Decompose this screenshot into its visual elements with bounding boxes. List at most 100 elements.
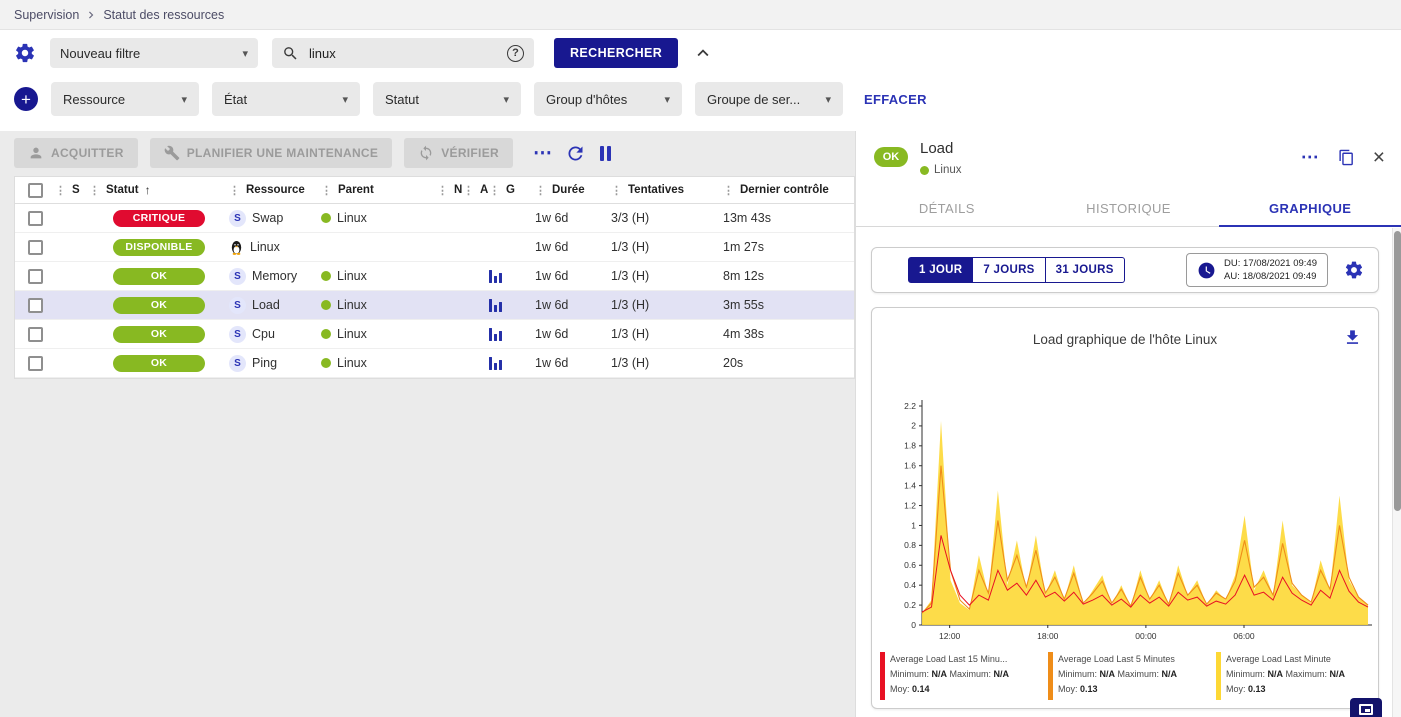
table-row[interactable]: OK S Load Linux 1w 6d 1/3 (H) 3m 55s <box>15 291 854 320</box>
scrollbar[interactable] <box>1392 228 1401 717</box>
range-button-31-jours[interactable]: 31 JOURS <box>1045 257 1125 283</box>
legend-item[interactable]: Average Load Last 15 Minu... Minimum: N/A… <box>880 652 1042 700</box>
drag-handle-icon[interactable]: ⋮ <box>463 184 474 197</box>
range-button-7-jours[interactable]: 7 JOURS <box>973 257 1046 283</box>
date-to: AU: 18/08/2021 09:49 <box>1224 271 1317 282</box>
duration-cell: 1w 6d <box>535 240 569 254</box>
range-button-1-jour[interactable]: 1 JOUR <box>908 257 974 283</box>
scrollbar-thumb[interactable] <box>1394 231 1401 511</box>
drag-handle-icon[interactable]: ⋮ <box>489 184 500 197</box>
table-row[interactable]: DISPONIBLE Linux 1w 6d 1/3 (H) 1m 27s <box>15 233 854 262</box>
drag-handle-icon[interactable]: ⋮ <box>321 184 332 197</box>
drag-handle-icon[interactable]: ⋮ <box>89 184 100 197</box>
acknowledge-button[interactable]: ACQUITTER <box>14 138 138 168</box>
parent-cell[interactable]: Linux <box>321 291 437 319</box>
more-actions-icon[interactable]: ⋯ <box>532 142 553 164</box>
legend-minmax: Minimum: N/A Maximum: N/A <box>1058 668 1178 679</box>
parent-cell[interactable] <box>321 233 437 261</box>
search-box[interactable]: ? <box>272 38 534 68</box>
tab-graphique[interactable]: GRAPHIQUE <box>1219 191 1401 227</box>
column-header-tentatives[interactable]: ⋮ Tentatives <box>611 184 685 197</box>
table-row[interactable]: OK S Cpu Linux 1w 6d 1/3 (H) 4m 38s <box>15 320 854 349</box>
table-row[interactable]: OK S Memory Linux 1w 6d 1/3 (H) 8m 12s <box>15 262 854 291</box>
row-checkbox[interactable] <box>27 268 43 284</box>
column-header-parent[interactable]: ⋮ Parent <box>321 184 374 197</box>
drag-handle-icon[interactable]: ⋮ <box>437 184 448 197</box>
tab-historique[interactable]: HISTORIQUE <box>1086 201 1171 216</box>
row-checkbox[interactable] <box>27 326 43 342</box>
column-header-s[interactable]: ⋮ S <box>55 184 80 197</box>
download-icon[interactable] <box>1343 328 1362 347</box>
search-button[interactable]: RECHERCHER <box>554 38 679 68</box>
breadcrumb-current[interactable]: Statut des ressources <box>103 7 225 22</box>
clear-filters-button[interactable]: EFFACER <box>864 91 927 107</box>
detail-more-icon[interactable]: ⋯ <box>1300 147 1320 167</box>
filters-gear-icon[interactable] <box>14 42 36 64</box>
row-checkbox[interactable] <box>27 297 43 313</box>
graph-icon[interactable] <box>489 356 502 370</box>
help-icon[interactable]: ? <box>507 44 524 62</box>
svg-text:1.8: 1.8 <box>904 441 916 451</box>
select-all-checkbox[interactable] <box>27 182 43 198</box>
tab-d-tails[interactable]: DÉTAILS <box>918 201 975 216</box>
legend-item[interactable]: Average Load Last Minute Minimum: N/A Max… <box>1216 652 1378 700</box>
resource-cell[interactable]: Linux <box>229 233 321 261</box>
picture-in-picture-button[interactable] <box>1350 698 1382 717</box>
graph-settings-gear-icon[interactable] <box>1344 260 1364 280</box>
tries-cell: 1/3 (H) <box>611 240 650 254</box>
row-checkbox[interactable] <box>27 210 43 226</box>
drag-handle-icon[interactable]: ⋮ <box>229 184 240 197</box>
legend-item[interactable]: Average Load Last 5 Minutes Minimum: N/A … <box>1048 652 1210 700</box>
column-header-statut[interactable]: ⋮ Statut ↑ <box>89 183 151 197</box>
parent-cell[interactable]: Linux <box>321 320 437 348</box>
status-badge: CRITIQUE <box>113 209 205 227</box>
drag-handle-icon[interactable]: ⋮ <box>535 184 546 197</box>
filter-chip-tat[interactable]: État ▾ <box>212 82 360 116</box>
column-header-a[interactable]: ⋮ A <box>463 184 489 197</box>
breadcrumb: Supervision Statut des ressources <box>0 0 1401 30</box>
search-input[interactable] <box>309 45 497 61</box>
row-checkbox[interactable] <box>27 239 43 255</box>
drag-handle-icon[interactable]: ⋮ <box>723 184 734 197</box>
date-range-picker[interactable]: DU: 17/08/2021 09:49 AU: 18/08/2021 09:4… <box>1186 253 1328 287</box>
drag-handle-icon[interactable]: ⋮ <box>611 184 622 197</box>
last-check-cell: 4m 38s <box>723 327 764 341</box>
graph-icon[interactable] <box>489 269 502 283</box>
column-header-dur-e[interactable]: ⋮ Durée <box>535 184 585 197</box>
column-header-ressource[interactable]: ⋮ Ressource <box>229 184 305 197</box>
add-criteria-button[interactable]: + <box>14 87 38 111</box>
drag-handle-icon[interactable]: ⋮ <box>55 184 66 197</box>
pause-icon[interactable] <box>599 145 611 161</box>
breadcrumb-supervision[interactable]: Supervision <box>14 7 80 22</box>
table-row[interactable]: CRITIQUE S Swap Linux 1w 6d 3/3 (H) 13m 43s <box>15 204 854 233</box>
resource-cell[interactable]: S Cpu <box>229 320 321 348</box>
column-header-dernier-contr-le[interactable]: ⋮ Dernier contrôle <box>723 184 829 197</box>
resource-cell[interactable]: S Swap <box>229 204 321 232</box>
check-button[interactable]: VÉRIFIER <box>404 138 513 168</box>
column-header-g[interactable]: ⋮ G <box>489 184 515 197</box>
resource-cell[interactable]: S Load <box>229 291 321 319</box>
maintenance-button[interactable]: PLANIFIER UNE MAINTENANCE <box>149 138 393 168</box>
notes-cell <box>437 204 463 232</box>
graph-icon[interactable] <box>489 298 502 312</box>
collapse-chevron-up-icon[interactable] <box>692 42 714 64</box>
saved-filter-select[interactable]: Nouveau filtre ▾ <box>50 38 258 68</box>
parent-cell[interactable]: Linux <box>321 262 437 290</box>
table-row[interactable]: OK S Ping Linux 1w 6d 1/3 (H) 20s <box>15 349 854 378</box>
column-header-n[interactable]: ⋮ N <box>437 184 463 197</box>
parent-cell[interactable]: Linux <box>321 349 437 377</box>
svg-text:1.2: 1.2 <box>904 500 916 510</box>
resource-cell[interactable]: S Memory <box>229 262 321 290</box>
filter-chip-ressource[interactable]: Ressource ▾ <box>51 82 199 116</box>
parent-cell[interactable]: Linux <box>321 204 437 232</box>
refresh-icon[interactable] <box>565 143 586 164</box>
copy-link-icon[interactable] <box>1338 149 1355 166</box>
resource-cell[interactable]: S Ping <box>229 349 321 377</box>
filter-chip-groupe-de-ser[interactable]: Groupe de ser... ▾ <box>695 82 843 116</box>
filter-chip-statut[interactable]: Statut ▾ <box>373 82 521 116</box>
filter-chip-group-d-h-tes[interactable]: Group d'hôtes ▾ <box>534 82 682 116</box>
close-icon[interactable]: × <box>1372 146 1385 169</box>
resource-list-region: ACQUITTER PLANIFIER UNE MAINTENANCE VÉRI… <box>0 131 855 717</box>
row-checkbox[interactable] <box>27 355 43 371</box>
graph-icon[interactable] <box>489 327 502 341</box>
